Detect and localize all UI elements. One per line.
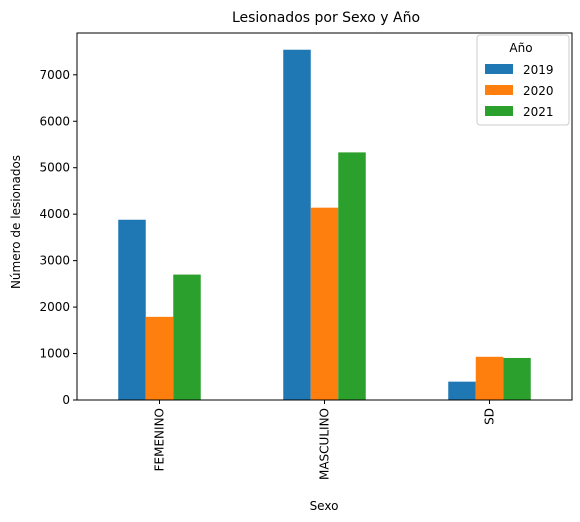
legend-label-2021: 2021 [523,105,554,119]
bar-masculino-2020 [310,207,339,400]
x-tick-label: FEMENINO [153,408,167,471]
x-axis-label: Sexo [310,499,339,513]
y-tick-label: 1000 [39,347,70,361]
legend-box [476,34,570,126]
y-tick-label: 0 [62,393,70,407]
bar-masculino-2019 [283,49,311,400]
bars-group [118,49,531,400]
x-tick-label: MASCULINO [318,408,332,480]
y-tick-label: 5000 [39,161,70,175]
legend: Año 2019 2020 2021 [476,34,570,126]
chart-title: Lesionados por Sexo y Año [232,10,420,26]
legend-swatch-2019 [485,64,513,74]
legend-swatch-2021 [485,106,513,116]
bar-sd-2021 [503,357,531,400]
legend-swatch-2020 [485,85,513,95]
legend-items: 2019 2020 2021 [485,63,554,119]
legend-title: Año [509,41,532,55]
x-tick-label: SD [483,408,497,425]
y-axis: 0 1000 2000 3000 4000 5000 6000 7000 [39,68,77,407]
bar-sd-2019 [448,381,476,400]
bar-femenino-2020 [145,316,174,400]
legend-label-2020: 2020 [523,84,554,98]
y-tick-label: 4000 [39,207,70,221]
y-tick-label: 3000 [39,254,70,268]
bar-masculino-2021 [338,152,366,400]
legend-label-2019: 2019 [523,63,554,77]
bar-femenino-2021 [173,274,201,400]
x-axis: FEMENINO MASCULINO SD [153,400,497,480]
y-tick-label: 6000 [39,114,70,128]
y-tick-label: 7000 [39,68,70,82]
bar-sd-2020 [475,356,504,400]
bar-femenino-2019 [118,219,146,400]
y-axis-label: Número de lesionados [9,155,23,289]
y-tick-label: 2000 [39,300,70,314]
